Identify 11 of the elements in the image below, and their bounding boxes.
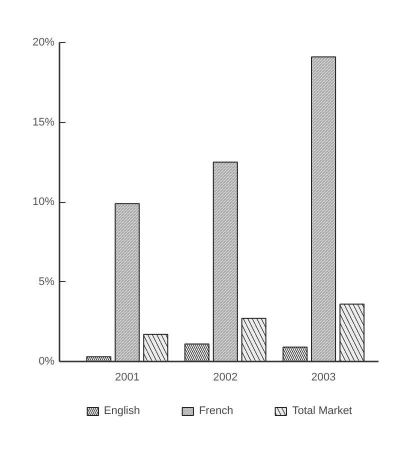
legend-label: English bbox=[104, 405, 140, 417]
legend-label: Total Market bbox=[292, 405, 352, 417]
x-tick-label: 2002 bbox=[213, 372, 238, 384]
y-tick-label: 20% bbox=[32, 36, 55, 48]
x-tick-label: 2001 bbox=[114, 372, 140, 384]
x-tick-label: 2003 bbox=[311, 372, 336, 384]
y-tick-label: 5% bbox=[38, 276, 55, 288]
y-tick-label: 0% bbox=[38, 356, 55, 368]
y-tick-label: 15% bbox=[32, 116, 55, 128]
y-tick-label: 10% bbox=[32, 196, 55, 208]
legend-label: French bbox=[198, 405, 234, 417]
